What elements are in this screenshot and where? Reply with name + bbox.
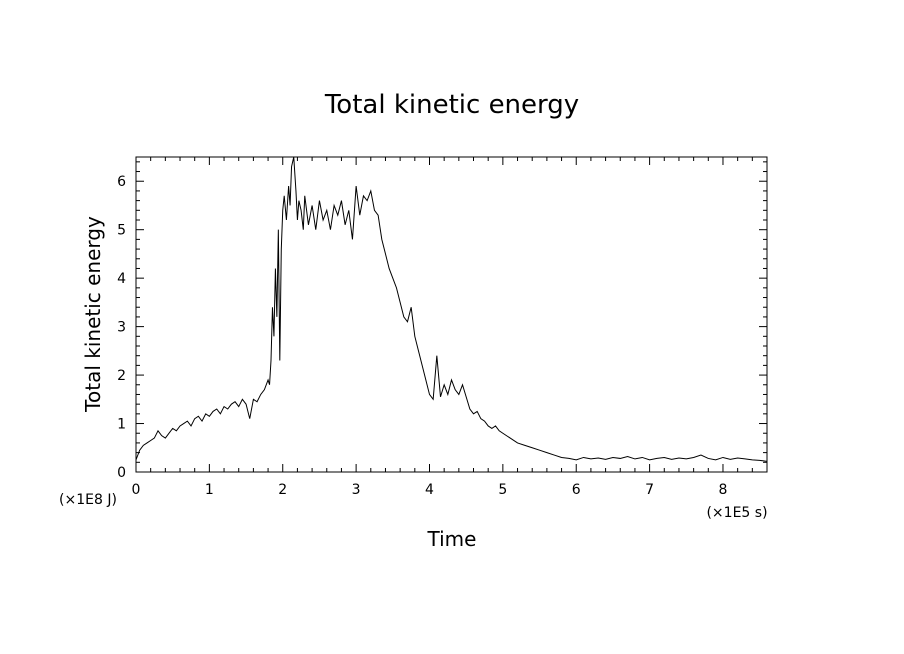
x-tick-label: 5 [498,482,507,498]
x-tick-label: 0 [132,482,141,498]
x-tick-label: 3 [352,482,361,498]
y-tick-label: 4 [117,271,126,287]
y-tick-label: 5 [117,223,126,239]
x-tick-label: 8 [719,482,728,498]
y-unit-label: (×1E8 J) [59,492,117,508]
y-tick-label: 1 [117,417,126,433]
plot-frame [135,156,768,473]
x-tick-label: 4 [425,482,434,498]
x-unit-label: (×1E5 s) [706,505,767,521]
y-tick-label: 6 [117,174,126,190]
y-tick-label: 3 [117,320,126,336]
x-tick-label: 1 [205,482,214,498]
x-axis-label: Time [427,527,477,551]
x-tick-label: 6 [572,482,581,498]
y-axis: 0 1 2 3 4 5 6 [117,161,767,481]
x-axis: 0 1 2 3 4 5 6 7 8 [132,157,768,498]
y-axis-label: Total kinetic energy [81,216,105,413]
chart-title: Total kinetic energy [324,90,579,120]
x-tick-label: 2 [278,482,287,498]
series-line [135,156,768,462]
y-tick-label: 2 [117,368,126,384]
y-tick-label: 0 [117,465,126,481]
x-tick-label: 7 [645,482,654,498]
